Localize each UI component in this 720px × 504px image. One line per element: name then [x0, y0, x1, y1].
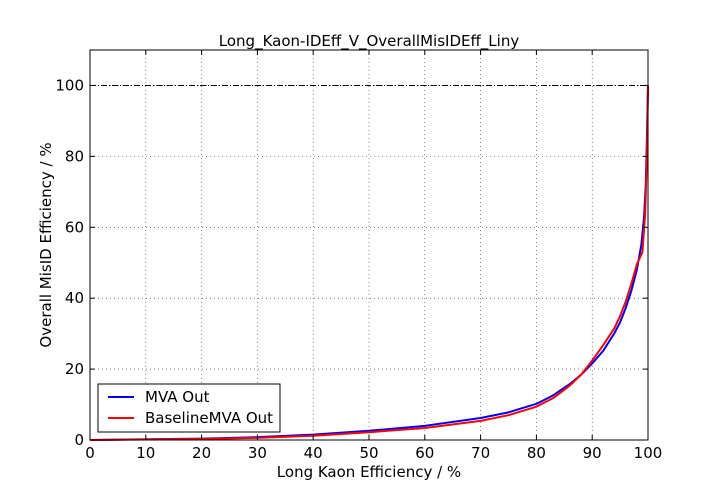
legend-box	[97, 383, 281, 433]
x-tick-label: 80	[527, 444, 546, 462]
x-tick-label: 20	[192, 444, 211, 462]
y-tick-label: 80	[65, 147, 84, 165]
x-tick-label: 100	[634, 444, 663, 462]
y-tick-label: 60	[65, 218, 84, 236]
tick-marks	[89, 50, 649, 441]
x-tick-label: 70	[471, 444, 490, 462]
chart-title: Long_Kaon-IDEff_V_OverallMisIDEff_Liny	[219, 32, 520, 51]
y-tick-label: 0	[74, 431, 84, 449]
series-line-2	[89, 85, 649, 441]
y-tick-label: 40	[65, 289, 84, 307]
plot-frame	[89, 49, 649, 441]
legend: MVA Out BaselineMVA Out	[97, 383, 281, 433]
y-tick-label: 100	[55, 76, 84, 94]
tick-labels: 0 10 20 30 40 50 60 70 80 90 100 0 20 40 60 80 100	[55, 76, 662, 462]
y-tick-label: 20	[65, 360, 84, 378]
x-axis-title: Long Kaon Efficiency / %	[277, 463, 461, 481]
x-tick-label: 0	[85, 444, 95, 462]
x-tick-label: 60	[415, 444, 434, 462]
series-layer	[89, 85, 649, 441]
x-tick-label: 40	[304, 444, 323, 462]
legend-label: MVA Out	[145, 388, 210, 406]
x-tick-label: 90	[583, 444, 602, 462]
x-tick-label: 50	[359, 444, 378, 462]
grid	[90, 50, 648, 440]
x-tick-label: 10	[136, 444, 155, 462]
x-tick-label: 30	[248, 444, 267, 462]
y-axis-title: Overall MisID Efficiency / %	[37, 142, 55, 347]
legend-label: BaselineMVA Out	[145, 409, 273, 427]
